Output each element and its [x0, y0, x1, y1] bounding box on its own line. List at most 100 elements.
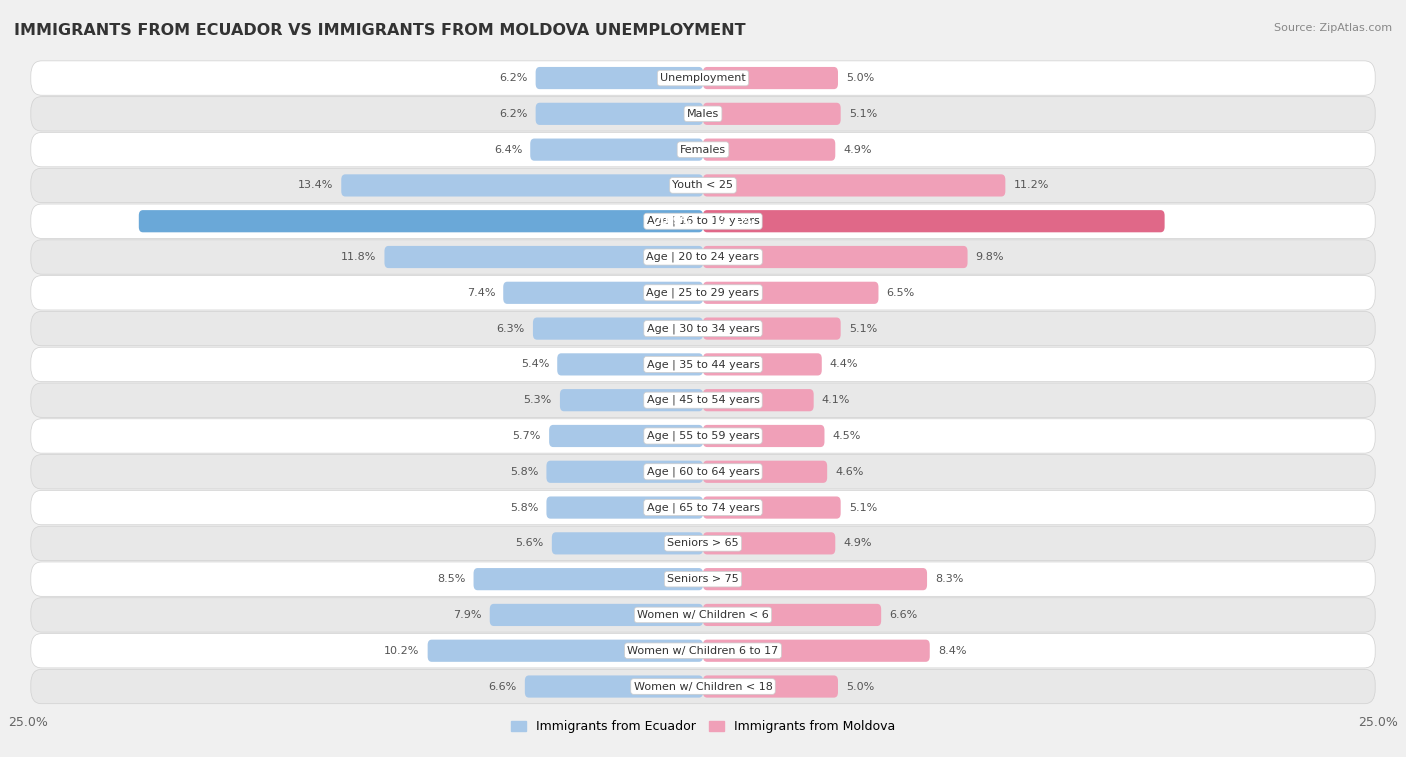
Text: Age | 55 to 59 years: Age | 55 to 59 years [647, 431, 759, 441]
FancyBboxPatch shape [703, 67, 838, 89]
Text: 5.8%: 5.8% [510, 467, 538, 477]
FancyBboxPatch shape [536, 67, 703, 89]
FancyBboxPatch shape [31, 97, 1375, 131]
Text: 6.2%: 6.2% [499, 73, 527, 83]
Text: Age | 30 to 34 years: Age | 30 to 34 years [647, 323, 759, 334]
FancyBboxPatch shape [703, 640, 929, 662]
FancyBboxPatch shape [524, 675, 703, 698]
FancyBboxPatch shape [703, 246, 967, 268]
FancyBboxPatch shape [31, 132, 1375, 167]
FancyBboxPatch shape [550, 425, 703, 447]
Text: Women w/ Children < 6: Women w/ Children < 6 [637, 610, 769, 620]
Text: 5.3%: 5.3% [523, 395, 551, 405]
FancyBboxPatch shape [31, 455, 1375, 489]
FancyBboxPatch shape [31, 526, 1375, 560]
Text: 11.8%: 11.8% [342, 252, 377, 262]
FancyBboxPatch shape [703, 568, 927, 590]
Text: 6.6%: 6.6% [488, 681, 517, 692]
FancyBboxPatch shape [547, 461, 703, 483]
Text: Males: Males [688, 109, 718, 119]
Text: Seniors > 75: Seniors > 75 [666, 574, 740, 584]
FancyBboxPatch shape [31, 562, 1375, 597]
Text: 4.9%: 4.9% [844, 145, 872, 154]
Text: 17.1%: 17.1% [714, 217, 752, 226]
FancyBboxPatch shape [703, 282, 879, 304]
Text: Age | 16 to 19 years: Age | 16 to 19 years [647, 216, 759, 226]
Text: 5.1%: 5.1% [849, 323, 877, 334]
Text: 10.2%: 10.2% [384, 646, 419, 656]
Text: 20.9%: 20.9% [654, 217, 692, 226]
Text: Women w/ Children 6 to 17: Women w/ Children 6 to 17 [627, 646, 779, 656]
Text: Seniors > 65: Seniors > 65 [668, 538, 738, 548]
FancyBboxPatch shape [31, 383, 1375, 417]
Text: 4.6%: 4.6% [835, 467, 863, 477]
Text: 4.1%: 4.1% [821, 395, 851, 405]
FancyBboxPatch shape [139, 210, 703, 232]
Text: 8.3%: 8.3% [935, 574, 963, 584]
Text: Source: ZipAtlas.com: Source: ZipAtlas.com [1274, 23, 1392, 33]
Text: Females: Females [681, 145, 725, 154]
FancyBboxPatch shape [31, 491, 1375, 525]
FancyBboxPatch shape [703, 174, 1005, 197]
Text: 5.0%: 5.0% [846, 73, 875, 83]
Text: 5.0%: 5.0% [846, 681, 875, 692]
FancyBboxPatch shape [31, 311, 1375, 346]
Text: Age | 25 to 29 years: Age | 25 to 29 years [647, 288, 759, 298]
Text: 8.4%: 8.4% [938, 646, 966, 656]
Text: 5.6%: 5.6% [516, 538, 544, 548]
FancyBboxPatch shape [427, 640, 703, 662]
Text: IMMIGRANTS FROM ECUADOR VS IMMIGRANTS FROM MOLDOVA UNEMPLOYMENT: IMMIGRANTS FROM ECUADOR VS IMMIGRANTS FR… [14, 23, 745, 38]
FancyBboxPatch shape [703, 497, 841, 519]
FancyBboxPatch shape [384, 246, 703, 268]
FancyBboxPatch shape [551, 532, 703, 554]
Text: 4.9%: 4.9% [844, 538, 872, 548]
FancyBboxPatch shape [703, 425, 824, 447]
FancyBboxPatch shape [474, 568, 703, 590]
Text: 7.9%: 7.9% [453, 610, 482, 620]
FancyBboxPatch shape [31, 204, 1375, 238]
Text: 5.7%: 5.7% [513, 431, 541, 441]
FancyBboxPatch shape [342, 174, 703, 197]
Text: Age | 60 to 64 years: Age | 60 to 64 years [647, 466, 759, 477]
FancyBboxPatch shape [31, 669, 1375, 704]
FancyBboxPatch shape [703, 675, 838, 698]
Text: Women w/ Children < 18: Women w/ Children < 18 [634, 681, 772, 692]
FancyBboxPatch shape [703, 139, 835, 160]
Text: 6.5%: 6.5% [887, 288, 915, 298]
FancyBboxPatch shape [533, 317, 703, 340]
FancyBboxPatch shape [560, 389, 703, 411]
FancyBboxPatch shape [703, 604, 882, 626]
FancyBboxPatch shape [489, 604, 703, 626]
Text: 6.2%: 6.2% [499, 109, 527, 119]
Text: 4.4%: 4.4% [830, 360, 859, 369]
FancyBboxPatch shape [31, 240, 1375, 274]
FancyBboxPatch shape [703, 532, 835, 554]
FancyBboxPatch shape [31, 598, 1375, 632]
FancyBboxPatch shape [31, 634, 1375, 668]
FancyBboxPatch shape [547, 497, 703, 519]
Text: 8.5%: 8.5% [437, 574, 465, 584]
Text: Age | 20 to 24 years: Age | 20 to 24 years [647, 252, 759, 262]
FancyBboxPatch shape [703, 389, 814, 411]
Text: 5.1%: 5.1% [849, 503, 877, 512]
FancyBboxPatch shape [557, 354, 703, 375]
Text: 6.6%: 6.6% [889, 610, 918, 620]
FancyBboxPatch shape [31, 168, 1375, 203]
Text: 7.4%: 7.4% [467, 288, 495, 298]
FancyBboxPatch shape [703, 103, 841, 125]
FancyBboxPatch shape [536, 103, 703, 125]
Text: Age | 65 to 74 years: Age | 65 to 74 years [647, 503, 759, 512]
FancyBboxPatch shape [31, 419, 1375, 453]
FancyBboxPatch shape [503, 282, 703, 304]
FancyBboxPatch shape [703, 210, 1164, 232]
FancyBboxPatch shape [31, 61, 1375, 95]
Text: Age | 35 to 44 years: Age | 35 to 44 years [647, 359, 759, 369]
Text: 5.1%: 5.1% [849, 109, 877, 119]
Text: 4.5%: 4.5% [832, 431, 860, 441]
Legend: Immigrants from Ecuador, Immigrants from Moldova: Immigrants from Ecuador, Immigrants from… [506, 715, 900, 738]
FancyBboxPatch shape [703, 354, 821, 375]
FancyBboxPatch shape [31, 276, 1375, 310]
FancyBboxPatch shape [703, 317, 841, 340]
Text: 6.3%: 6.3% [496, 323, 524, 334]
FancyBboxPatch shape [703, 461, 827, 483]
